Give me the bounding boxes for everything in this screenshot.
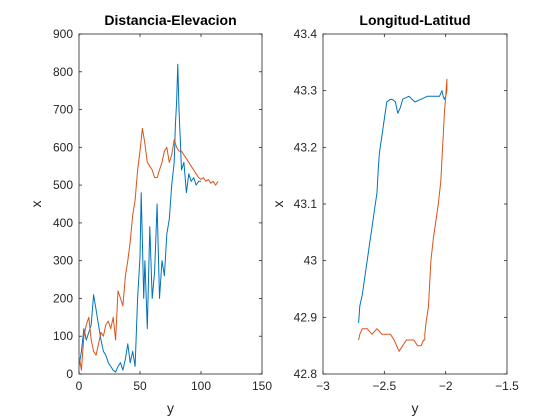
chart-title: Longitud-Latitud <box>359 12 470 28</box>
x-tick-label: −2 <box>439 379 453 393</box>
y-axis-label: x <box>28 201 44 208</box>
series-line-1 <box>78 63 201 373</box>
chart-distancia-elevacion: Distancia-Elevacion 0 50 100 150 0 100 200 300 40… <box>28 12 272 416</box>
x-tick-label: −1.5 <box>495 379 519 393</box>
y-tick-label: 400 <box>53 216 73 230</box>
x-tick-label: 100 <box>191 379 211 393</box>
y-tick-label: 900 <box>53 27 73 41</box>
x-tick-label: −2.5 <box>372 379 396 393</box>
y-tick-label: 42.9 <box>294 310 318 324</box>
series-line-2 <box>78 127 219 371</box>
y-tick-label: 300 <box>53 254 73 268</box>
y-tick-label: 43.4 <box>294 27 318 41</box>
y-tick-label: 0 <box>66 367 73 381</box>
chart-longitud-latitud: Longitud-Latitud −3 −2.5 −2 −1.5 42.8 42.9 43 43… <box>270 12 519 416</box>
x-tick-label: 150 <box>252 379 272 393</box>
x-tick-label: 50 <box>133 379 147 393</box>
y-tick-label: 100 <box>53 329 73 343</box>
y-tick-label: 42.8 <box>294 367 318 381</box>
y-axis-label: x <box>270 201 286 208</box>
axes-frame <box>78 33 263 375</box>
y-tick-label: 200 <box>53 291 73 305</box>
y-tick-label: 43.3 <box>294 84 318 98</box>
x-axis-label: y <box>412 400 419 416</box>
series-line-1 <box>358 90 447 324</box>
series-line-2 <box>358 78 448 352</box>
y-tick-label: 43.2 <box>294 140 318 154</box>
x-axis-label: y <box>167 400 174 416</box>
y-tick-label: 43 <box>304 254 318 268</box>
y-tick-label: 700 <box>53 103 73 117</box>
x-tick-label: −3 <box>316 379 330 393</box>
y-tick-label: 500 <box>53 178 73 192</box>
y-tick-label: 43.1 <box>294 197 318 211</box>
axes-frame <box>322 33 508 375</box>
y-tick-label: 600 <box>53 140 73 154</box>
x-tick-label: 0 <box>76 379 83 393</box>
chart-title: Distancia-Elevacion <box>104 12 236 28</box>
y-tick-label: 800 <box>53 65 73 79</box>
